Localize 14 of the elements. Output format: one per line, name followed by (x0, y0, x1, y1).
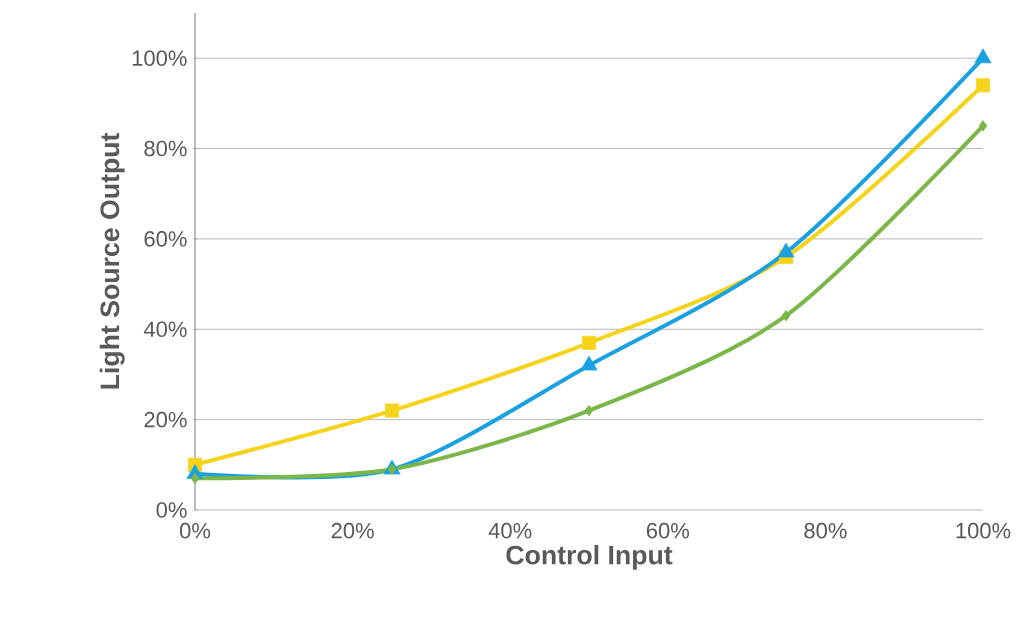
x-axis-title: Control Input (506, 544, 673, 570)
x-tick-label: 20% (331, 522, 374, 539)
y-tick-label: 80% (144, 140, 187, 157)
y-tick-label: 100% (132, 50, 187, 66)
x-tick-label: 40% (488, 522, 532, 539)
y-tick-label: 20% (144, 411, 187, 428)
x-tick-label: 0% (179, 522, 211, 539)
x-tick-label: 60% (646, 522, 690, 539)
x-tick-label: 80% (804, 522, 847, 539)
y-tick-label: 60% (144, 231, 187, 247)
y-tick-label: 40% (143, 321, 187, 338)
y-tick-label: 0% (156, 502, 187, 518)
x-tick-label: 100% (956, 522, 1011, 539)
y-axis-title: Light Source Output (99, 132, 125, 389)
